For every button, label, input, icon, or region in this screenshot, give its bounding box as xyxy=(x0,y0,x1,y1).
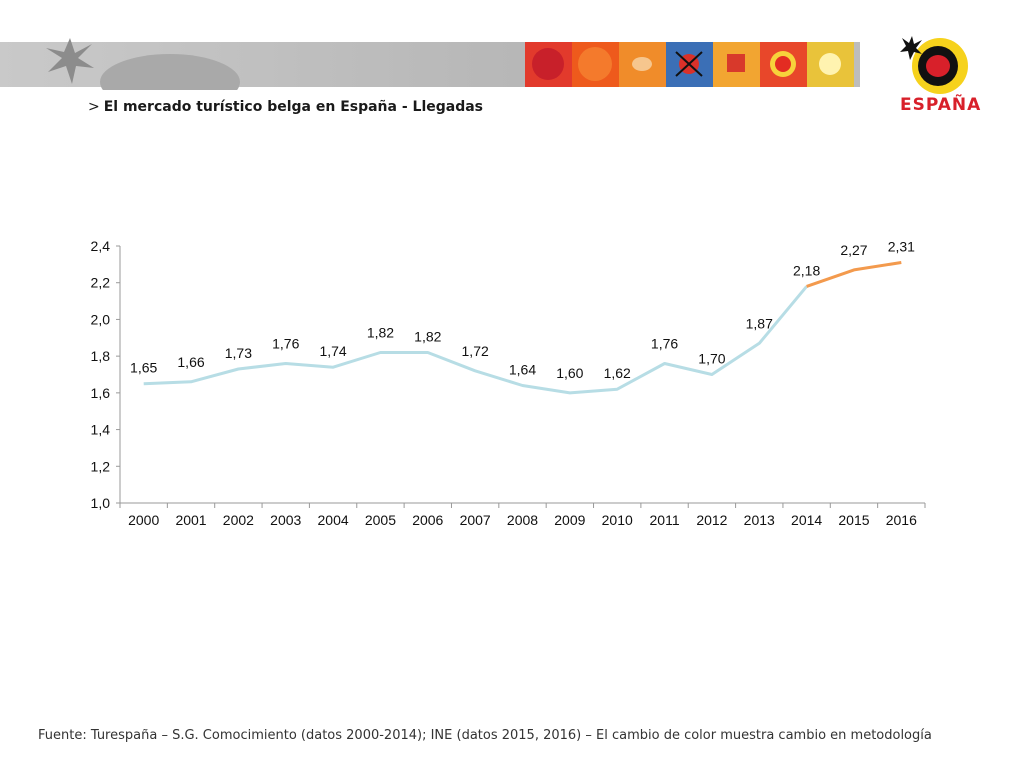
banner-tile xyxy=(619,42,666,87)
data-label: 2,31 xyxy=(888,239,915,255)
data-label: 1,60 xyxy=(556,365,583,381)
data-label: 2,18 xyxy=(793,262,820,278)
x-tick-label: 2004 xyxy=(318,512,349,528)
data-label: 1,72 xyxy=(462,343,489,359)
y-tick-label: 1,8 xyxy=(91,348,111,364)
banner-tile xyxy=(525,42,572,87)
data-label: 1,64 xyxy=(509,362,536,378)
data-label: 1,74 xyxy=(319,343,346,359)
data-label: 2,27 xyxy=(840,242,867,258)
page-title: > El mercado turístico belga en España - … xyxy=(88,99,483,115)
banner-tile xyxy=(760,42,807,87)
data-label: 1,87 xyxy=(746,315,773,331)
data-label: 1,65 xyxy=(130,360,157,376)
banner-tiles xyxy=(525,42,854,87)
data-label: 1,82 xyxy=(367,324,394,340)
x-tick-label: 2006 xyxy=(412,512,443,528)
x-tick-label: 2007 xyxy=(460,512,491,528)
x-tick-label: 2015 xyxy=(838,512,869,528)
x-tick-label: 2012 xyxy=(696,512,727,528)
y-tick-label: 1,2 xyxy=(91,458,111,474)
y-tick-label: 1,4 xyxy=(91,422,111,438)
spain-logo: ESPAÑA xyxy=(900,36,981,115)
x-tick-label: 2000 xyxy=(128,512,159,528)
banner-tile xyxy=(807,42,854,87)
decorative-art xyxy=(46,38,240,90)
x-tick-label: 2003 xyxy=(270,512,301,528)
data-label: 1,82 xyxy=(414,328,441,344)
x-tick-label: 2001 xyxy=(175,512,206,528)
data-label: 1,73 xyxy=(225,345,252,361)
x-tick-label: 2009 xyxy=(554,512,585,528)
x-tick-label: 2013 xyxy=(744,512,775,528)
x-tick-label: 2011 xyxy=(650,512,680,528)
series-line xyxy=(806,261,902,288)
data-label: 1,70 xyxy=(698,351,725,367)
banner-tile xyxy=(666,42,713,87)
y-tick-label: 1,6 xyxy=(91,385,111,401)
y-tick-label: 2,4 xyxy=(91,238,111,254)
banner-tile xyxy=(572,42,619,87)
series-line xyxy=(143,285,808,395)
arrivals-line-chart: 1,0 1,2 1,4 1,6 1,8 2,0 2,2 2,4 2000 2001 2002 2003… xyxy=(91,238,926,528)
data-label: 1,76 xyxy=(651,335,678,351)
y-tick-label: 1,0 xyxy=(91,495,111,511)
source-note: Fuente: Turespaña – S.G. Comocimiento (d… xyxy=(38,728,932,743)
title-text: El mercado turístico belga en España - L… xyxy=(103,99,484,115)
data-label: 1,66 xyxy=(177,354,204,370)
y-tick-label: 2,2 xyxy=(91,275,111,291)
logo-text: ESPAÑA xyxy=(900,92,981,115)
x-tick-label: 2008 xyxy=(507,512,538,528)
banner-tile xyxy=(713,42,760,87)
x-tick-label: 2002 xyxy=(223,512,254,528)
x-tick-label: 2016 xyxy=(886,512,917,528)
y-tick-label: 2,0 xyxy=(91,311,111,327)
x-tick-label: 2010 xyxy=(602,512,633,528)
data-label: 1,76 xyxy=(272,335,299,351)
title-marker: > xyxy=(88,99,100,115)
data-label: 1,62 xyxy=(604,365,631,381)
x-tick-label: 2005 xyxy=(365,512,396,528)
x-tick-label: 2014 xyxy=(791,512,822,528)
